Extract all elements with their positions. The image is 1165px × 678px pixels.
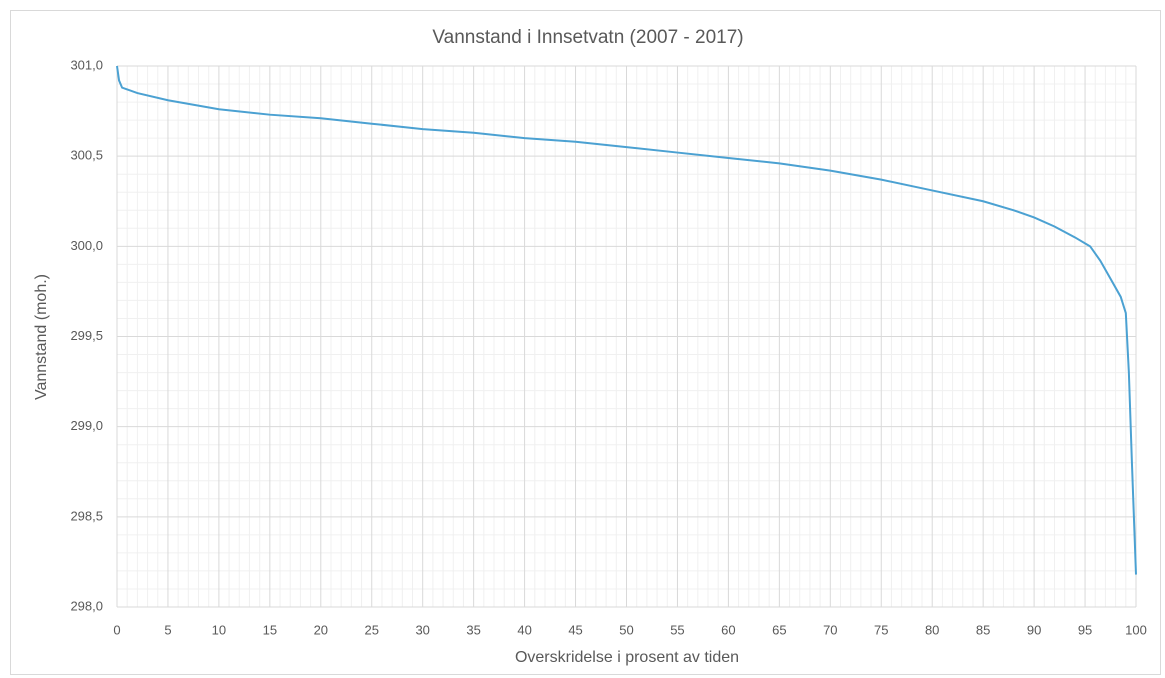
y-tick-label: 299,5 [70,328,103,343]
x-tick-label: 10 [212,622,226,637]
x-tick-label: 100 [1125,622,1147,637]
y-tick-label: 298,5 [70,508,103,523]
x-tick-label: 90 [1027,622,1041,637]
data-line [116,65,1137,575]
y-tick-label: 300,5 [70,148,103,163]
y-tick-label: 298,0 [70,598,103,613]
x-tick-label: 40 [517,622,531,637]
x-axis-title: Overskridelse i prosent av tiden [515,649,739,666]
x-tick-label: 35 [466,622,480,637]
y-tick-label: 299,0 [70,418,103,433]
x-tick-label: 95 [1078,622,1092,637]
x-tick-label: 0 [113,622,120,637]
x-tick-label: 80 [925,622,939,637]
grid [116,65,1137,608]
x-tick-label: 20 [314,622,328,637]
y-tick-label: 300,0 [70,238,103,253]
x-tick-label: 15 [263,622,277,637]
x-tick-label: 25 [365,622,379,637]
x-tick-label: 60 [721,622,735,637]
x-tick-label: 50 [619,622,633,637]
y-tick-label: 301,0 [70,57,103,72]
x-tick-label: 70 [823,622,837,637]
x-tick-label: 85 [976,622,990,637]
x-tick-label: 65 [772,622,786,637]
chart-title: Vannstand i Innsetvatn (2007 - 2017) [432,27,743,48]
x-tick-label: 75 [874,622,888,637]
x-tick-label: 30 [415,622,429,637]
x-tick-label: 5 [164,622,171,637]
y-axis-title: Vannstand (moh.) [33,274,50,400]
x-tick-label: 55 [670,622,684,637]
x-tick-label: 45 [568,622,582,637]
